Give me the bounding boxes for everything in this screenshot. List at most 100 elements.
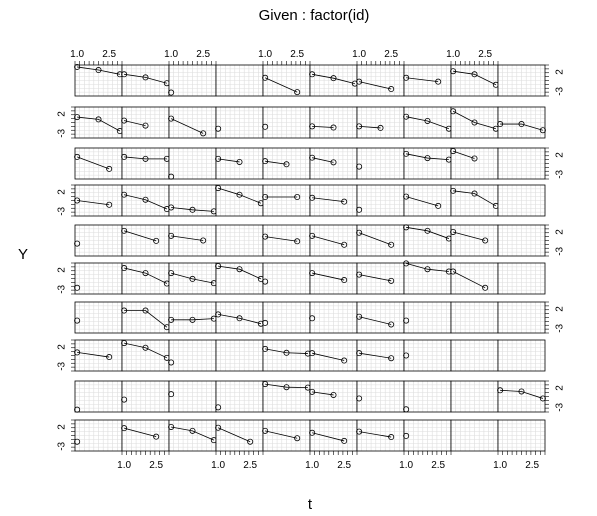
x-tick-label: 2.5 bbox=[149, 460, 163, 471]
panel bbox=[451, 225, 498, 256]
panel bbox=[122, 340, 170, 371]
y-tick-label: 2 bbox=[57, 111, 68, 117]
y-tick-label: -3 bbox=[555, 169, 566, 178]
panel bbox=[498, 381, 546, 412]
panel bbox=[169, 185, 217, 216]
panel bbox=[451, 340, 498, 371]
panel bbox=[75, 340, 122, 371]
panel bbox=[216, 420, 263, 451]
x-tick-label: 1.0 bbox=[352, 49, 366, 60]
panel bbox=[310, 148, 357, 179]
panel bbox=[122, 420, 169, 451]
panel bbox=[357, 107, 404, 138]
panel bbox=[75, 381, 122, 412]
panel bbox=[451, 148, 498, 179]
panel bbox=[263, 225, 310, 256]
y-tick-label: -3 bbox=[555, 246, 566, 255]
panel bbox=[169, 340, 216, 371]
x-tick-label: 2.5 bbox=[290, 49, 304, 60]
panel bbox=[75, 185, 122, 216]
panel bbox=[169, 65, 216, 96]
panel bbox=[357, 65, 404, 96]
x-tick-label: 2.5 bbox=[337, 460, 351, 471]
panel bbox=[498, 148, 545, 179]
x-tick-label: 2.5 bbox=[243, 460, 257, 471]
panel bbox=[404, 185, 451, 216]
panel bbox=[498, 302, 545, 333]
panel bbox=[169, 302, 217, 333]
panel bbox=[75, 107, 123, 138]
panel bbox=[263, 148, 310, 179]
panel bbox=[404, 420, 451, 451]
x-tick-label: 1.0 bbox=[211, 460, 225, 471]
y-tick-label: 2 bbox=[57, 189, 68, 195]
panel bbox=[75, 420, 122, 451]
panel bbox=[404, 261, 452, 294]
panel bbox=[216, 148, 263, 179]
y-tick-label: -3 bbox=[555, 323, 566, 332]
y-axis-label: Y bbox=[18, 246, 28, 263]
panel bbox=[122, 148, 170, 179]
y-tick-label: 2 bbox=[555, 306, 566, 312]
panel bbox=[263, 107, 310, 138]
panel bbox=[216, 302, 264, 333]
panel bbox=[122, 225, 169, 256]
panel bbox=[451, 107, 499, 138]
x-tick-label: 1.0 bbox=[258, 49, 272, 60]
panel bbox=[357, 185, 404, 216]
panel bbox=[310, 340, 357, 371]
y-tick-label: -3 bbox=[57, 206, 68, 215]
panel bbox=[263, 185, 310, 216]
panel bbox=[263, 263, 310, 294]
panel bbox=[122, 302, 170, 333]
panel bbox=[310, 420, 357, 451]
panel bbox=[263, 340, 311, 371]
x-tick-label: 1.0 bbox=[305, 460, 319, 471]
panel bbox=[122, 65, 170, 96]
panel bbox=[310, 225, 357, 256]
x-tick-label: 1.0 bbox=[446, 49, 460, 60]
panel bbox=[451, 263, 498, 294]
panel bbox=[75, 302, 122, 333]
panel bbox=[75, 225, 122, 256]
panel bbox=[310, 65, 358, 96]
y-tick-label: 2 bbox=[555, 229, 566, 235]
panel bbox=[404, 381, 451, 412]
panel bbox=[216, 65, 263, 96]
panel bbox=[357, 225, 404, 256]
panel bbox=[404, 107, 452, 138]
panel bbox=[122, 185, 170, 216]
panel bbox=[169, 381, 216, 412]
panel bbox=[404, 340, 451, 371]
panel bbox=[75, 148, 122, 179]
panel bbox=[310, 185, 357, 216]
panel bbox=[122, 263, 170, 294]
panel bbox=[310, 263, 357, 294]
y-tick-label: 2 bbox=[57, 424, 68, 430]
panel bbox=[498, 225, 545, 256]
y-tick-label: -3 bbox=[555, 402, 566, 411]
y-tick-label: 2 bbox=[555, 385, 566, 391]
panel bbox=[216, 340, 263, 371]
x-tick-label: 1.0 bbox=[70, 49, 84, 60]
panel bbox=[357, 302, 404, 333]
x-tick-label: 2.5 bbox=[525, 460, 539, 471]
x-tick-label: 1.0 bbox=[164, 49, 178, 60]
x-axis-label: t bbox=[308, 496, 313, 513]
panel bbox=[122, 381, 169, 412]
panel bbox=[498, 340, 545, 371]
panels-layer bbox=[75, 64, 546, 451]
x-tick-label: 2.5 bbox=[384, 49, 398, 60]
panel bbox=[404, 65, 451, 96]
panel bbox=[451, 302, 498, 333]
panel bbox=[122, 107, 169, 138]
panel bbox=[310, 302, 357, 333]
y-tick-label: 2 bbox=[555, 152, 566, 158]
panel bbox=[310, 381, 357, 412]
panel bbox=[357, 263, 404, 294]
y-tick-label: -3 bbox=[57, 128, 68, 137]
panel bbox=[216, 263, 264, 294]
panel bbox=[216, 185, 264, 216]
panel bbox=[216, 225, 263, 256]
panel bbox=[498, 65, 545, 96]
